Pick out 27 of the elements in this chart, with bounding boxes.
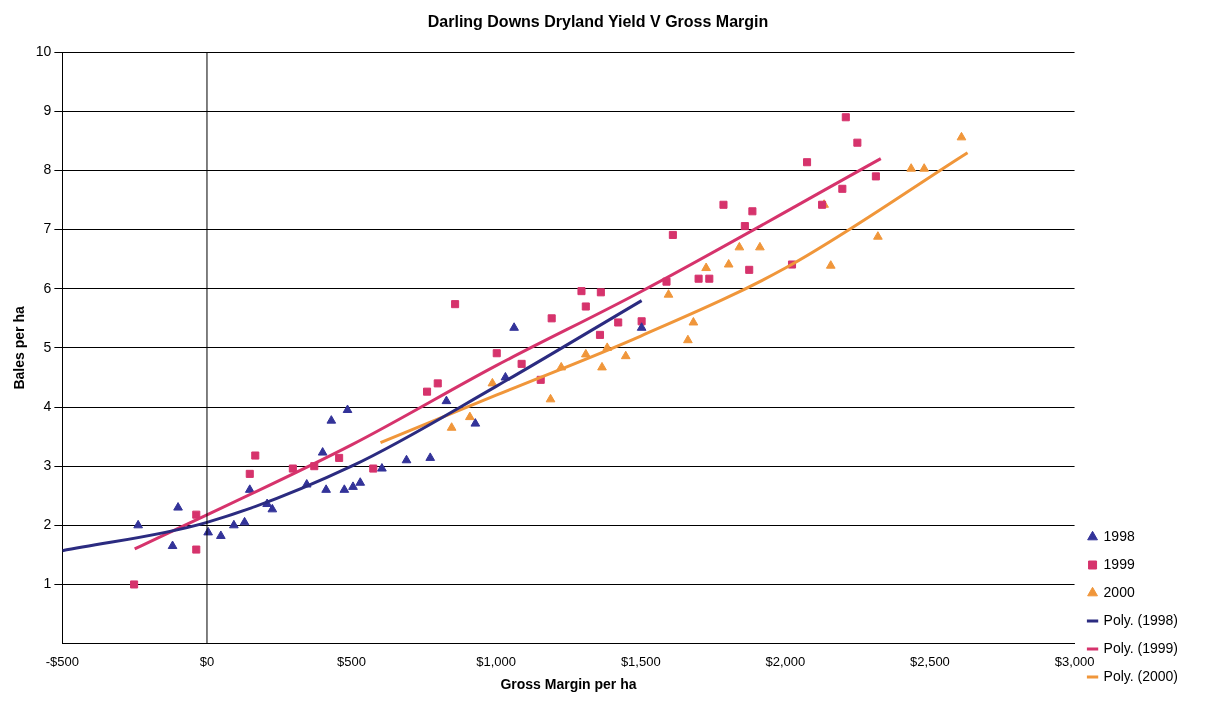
x-tick-label: $2,500 (910, 653, 950, 669)
y-tick-label: 3 (43, 457, 52, 474)
y-tick-label: 6 (43, 279, 52, 296)
x-axis-title: Gross Margin per ha (500, 676, 637, 693)
legend-label: 1998 (1103, 527, 1135, 544)
legend-label: Poly. (1998) (1103, 611, 1179, 628)
legend-label: 1999 (1103, 555, 1135, 572)
y-tick-label: 2 (43, 516, 52, 533)
legend-label: 2000 (1103, 583, 1135, 600)
chart-title: Darling Downs Dryland Yield V Gross Margin (427, 13, 769, 31)
y-tick-label: 4 (43, 397, 52, 414)
x-tick-label: $0 (199, 653, 215, 669)
legend-label: Poly. (2000) (1103, 667, 1179, 684)
y-tick-label: 7 (43, 220, 52, 237)
y-axis-title: Bales per ha (11, 306, 28, 390)
y-tick-label: 8 (43, 161, 52, 178)
y-tick-label: 1 (43, 575, 52, 592)
x-tick-label: $1,500 (620, 653, 661, 669)
y-tick-label: 9 (43, 102, 52, 119)
x-tick-label: $3,000 (1054, 653, 1095, 669)
x-tick-label: -$500 (45, 653, 79, 669)
x-tick-label: $2,000 (765, 653, 806, 669)
y-tick-label: 5 (43, 338, 52, 355)
legend-label: Poly. (1999) (1103, 639, 1179, 656)
y-tick-label: 10 (35, 43, 52, 60)
x-tick-label: $500 (337, 653, 367, 669)
x-tick-label: $1,000 (476, 653, 517, 669)
